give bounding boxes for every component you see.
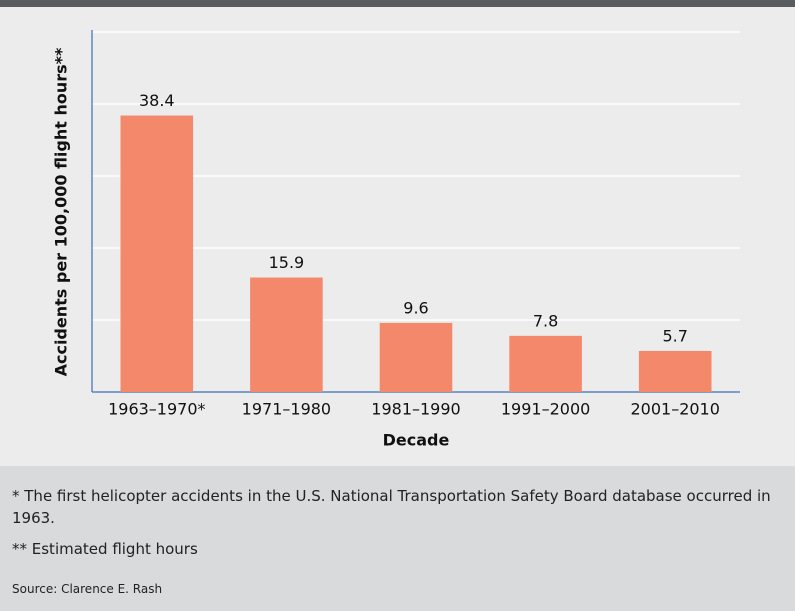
x-tick-label: 2001–2010	[630, 400, 719, 419]
data-label: 7.8	[533, 311, 558, 330]
chart: Accidents per 100,000 flight hours** Dec…	[52, 30, 740, 450]
x-tick-label: 1991–2000	[501, 400, 590, 419]
x-tick-label: 1963–1970*	[108, 400, 205, 419]
data-label: 9.6	[403, 298, 428, 317]
top-bar	[0, 0, 795, 7]
bar	[250, 277, 323, 392]
data-label: 38.4	[139, 91, 175, 110]
x-tick-label: 1971–1980	[242, 400, 331, 419]
footnote: * The first helicopter accidents in the …	[12, 487, 771, 527]
y-axis-title: Accidents per 100,000 flight hours**	[52, 47, 71, 376]
bar	[120, 115, 194, 393]
bar	[509, 335, 582, 392]
data-label: 15.9	[269, 253, 305, 272]
bar	[379, 322, 453, 392]
source: Source: Clarence E. Rash	[12, 582, 163, 596]
data-label: 5.7	[662, 326, 687, 345]
bar	[638, 350, 712, 392]
x-axis-title: Decade	[383, 431, 450, 450]
x-tick-label: 1981–1990	[371, 400, 460, 419]
footnote: ** Estimated flight hours	[12, 540, 198, 558]
